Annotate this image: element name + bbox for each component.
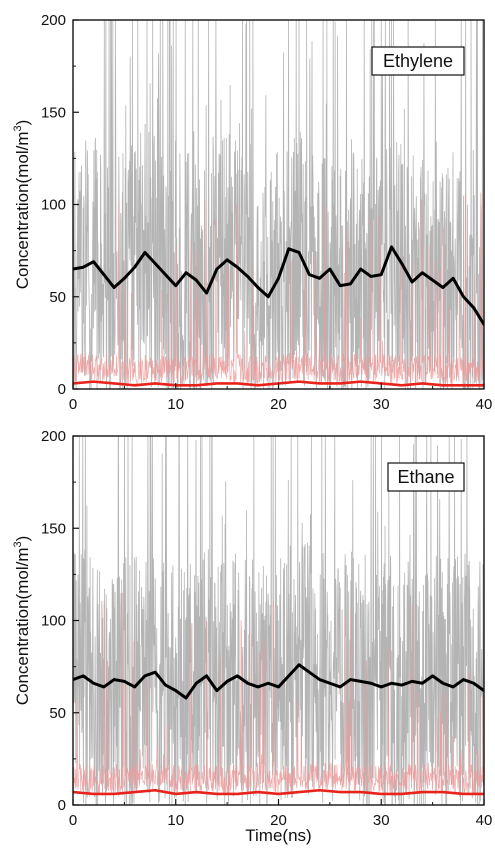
legend-box	[387, 462, 465, 492]
x-axis-title: Time(ns)	[245, 826, 311, 845]
y-axis-title: Concentration(mol/m3)	[12, 536, 32, 706]
x-tick-label: 40	[476, 812, 493, 829]
y-tick-label: 50	[49, 705, 66, 722]
y-tick-label: 150	[41, 520, 66, 537]
x-tick-label: 40	[476, 396, 493, 413]
x-tick-label: 20	[270, 812, 287, 829]
legend-label: Ethane	[397, 467, 454, 487]
x-tick-label: 30	[373, 812, 390, 829]
x-tick-label: 10	[167, 812, 184, 829]
legend-label: Ethylene	[383, 51, 453, 71]
raw-series-black	[73, 20, 484, 389]
raw-series-red	[73, 592, 484, 795]
plot-area	[73, 436, 484, 805]
chart-panel-1: 0 10 20 30 40 0 50 100 150 200 Concentration(mol/m…	[12, 428, 492, 845]
x-tick-label: 20	[270, 396, 287, 413]
x-tick-label: 0	[69, 812, 77, 829]
y-tick-label: 150	[41, 104, 66, 121]
y-tick-label: 100	[41, 613, 66, 630]
series-line-black	[73, 245, 484, 326]
x-tick-label: 30	[373, 396, 390, 413]
y-axis-title: Concentration(mol/m3)	[12, 120, 32, 290]
x-tick-label: 0	[69, 396, 77, 413]
y-tick-label: 200	[41, 12, 66, 29]
y-tick-label: 50	[49, 289, 66, 306]
legend-box	[371, 46, 465, 76]
x-tick-label: 10	[167, 396, 184, 413]
y-tick-label: 0	[58, 797, 66, 814]
raw-series-black	[73, 436, 484, 805]
series-line-black	[73, 663, 484, 700]
chart-panel-0: 0 10 20 30 40 0 50 100 150 200 Concentration(mol/m…	[12, 12, 492, 413]
y-tick-label: 200	[41, 428, 66, 445]
series-line-red	[73, 788, 484, 796]
y-tick-label: 100	[41, 197, 66, 214]
y-tick-label: 0	[58, 381, 66, 398]
